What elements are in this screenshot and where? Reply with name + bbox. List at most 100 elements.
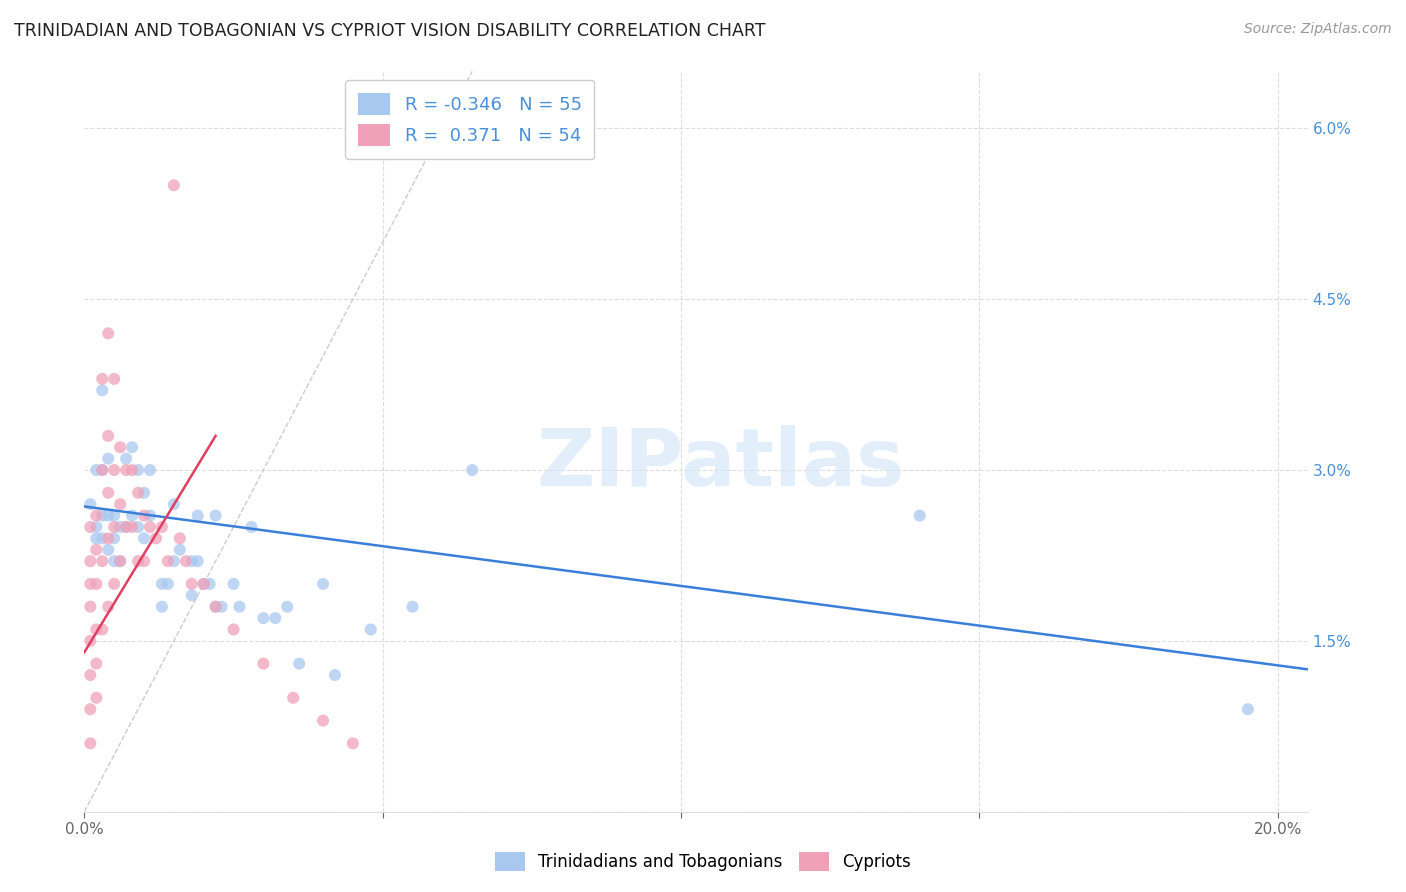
Point <box>150 599 173 614</box>
Point <box>163 178 186 193</box>
Point <box>97 508 120 523</box>
Point <box>108 440 131 454</box>
Point <box>283 690 305 705</box>
Point <box>156 554 179 568</box>
Point <box>193 577 215 591</box>
Point <box>115 520 138 534</box>
Point <box>169 542 191 557</box>
Point <box>103 508 125 523</box>
Point <box>180 588 202 602</box>
Text: Source: ZipAtlas.com: Source: ZipAtlas.com <box>1244 22 1392 37</box>
Point <box>228 599 250 614</box>
Point <box>127 463 149 477</box>
Point <box>139 520 162 534</box>
Point <box>115 451 138 466</box>
Point <box>127 554 149 568</box>
Point <box>252 657 274 671</box>
Point <box>145 532 167 546</box>
Point <box>132 508 155 523</box>
Point <box>115 520 138 534</box>
Point <box>91 532 114 546</box>
Point <box>91 372 114 386</box>
Point <box>204 599 226 614</box>
Point <box>84 463 107 477</box>
Point <box>1237 702 1260 716</box>
Point <box>84 508 107 523</box>
Point <box>121 520 143 534</box>
Point <box>79 577 101 591</box>
Point <box>79 668 101 682</box>
Point <box>204 599 226 614</box>
Point <box>288 657 311 671</box>
Point <box>84 577 107 591</box>
Point <box>84 542 107 557</box>
Text: ZIPatlas: ZIPatlas <box>536 425 904 503</box>
Point <box>97 542 120 557</box>
Text: TRINIDADIAN AND TOBAGONIAN VS CYPRIOT VISION DISABILITY CORRELATION CHART: TRINIDADIAN AND TOBAGONIAN VS CYPRIOT VI… <box>14 22 765 40</box>
Point <box>204 508 226 523</box>
Point <box>97 429 120 443</box>
Point <box>103 577 125 591</box>
Point <box>401 599 423 614</box>
Point <box>127 520 149 534</box>
Point <box>79 497 101 511</box>
Point <box>323 668 346 682</box>
Point <box>91 554 114 568</box>
Point <box>139 463 162 477</box>
Point <box>108 554 131 568</box>
Point <box>103 372 125 386</box>
Point <box>84 532 107 546</box>
Point <box>264 611 287 625</box>
Point <box>127 485 149 500</box>
Point <box>461 463 484 477</box>
Point <box>79 554 101 568</box>
Point <box>103 520 125 534</box>
Point <box>97 451 120 466</box>
Point <box>240 520 263 534</box>
Point <box>79 633 101 648</box>
Point <box>360 623 382 637</box>
Point <box>163 497 186 511</box>
Point <box>91 508 114 523</box>
Point <box>97 485 120 500</box>
Point <box>79 702 101 716</box>
Point <box>312 577 335 591</box>
Point <box>97 599 120 614</box>
Point <box>84 520 107 534</box>
Point <box>163 554 186 568</box>
Point <box>97 326 120 341</box>
Point <box>103 532 125 546</box>
Point <box>108 497 131 511</box>
Point <box>187 508 209 523</box>
Point <box>180 577 202 591</box>
Point <box>103 554 125 568</box>
Point <box>84 690 107 705</box>
Point <box>222 577 245 591</box>
Point <box>193 577 215 591</box>
Point <box>79 599 101 614</box>
Point <box>150 577 173 591</box>
Point <box>174 554 197 568</box>
Point <box>276 599 298 614</box>
Point <box>108 554 131 568</box>
Point <box>84 657 107 671</box>
Legend: R = -0.346   N = 55, R =  0.371   N = 54: R = -0.346 N = 55, R = 0.371 N = 54 <box>344 80 595 159</box>
Point <box>132 554 155 568</box>
Point <box>150 520 173 534</box>
Point <box>132 485 155 500</box>
Point <box>84 623 107 637</box>
Point <box>180 554 202 568</box>
Point <box>908 508 931 523</box>
Point <box>108 520 131 534</box>
Point <box>79 736 101 750</box>
Legend: Trinidadians and Tobagonians, Cypriots: Trinidadians and Tobagonians, Cypriots <box>486 843 920 880</box>
Point <box>91 463 114 477</box>
Point <box>312 714 335 728</box>
Point <box>187 554 209 568</box>
Point <box>91 623 114 637</box>
Point <box>121 440 143 454</box>
Point <box>115 463 138 477</box>
Point <box>97 532 120 546</box>
Point <box>211 599 233 614</box>
Point <box>103 463 125 477</box>
